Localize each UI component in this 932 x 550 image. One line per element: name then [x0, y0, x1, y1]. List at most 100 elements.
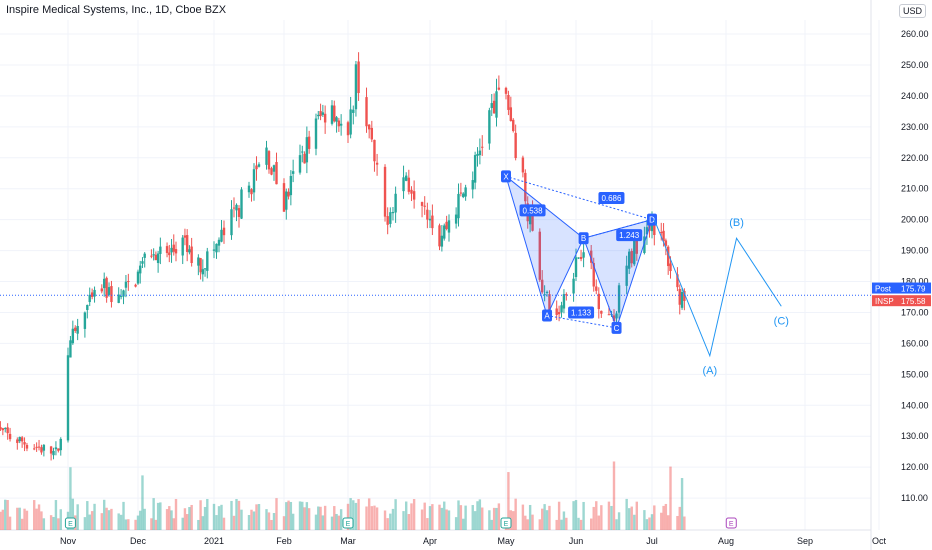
volume-bar	[666, 515, 670, 530]
candle-body	[301, 151, 304, 153]
pattern-point-marker	[611, 321, 622, 334]
candle-body	[445, 221, 448, 229]
candle-body	[69, 340, 72, 358]
candle-body	[590, 250, 593, 263]
candle-body	[653, 222, 656, 236]
candle-body	[528, 211, 532, 225]
volume-bar	[630, 506, 633, 530]
volume-bar	[514, 498, 517, 530]
candle-body	[188, 249, 191, 253]
volume-bar	[319, 506, 322, 530]
candle-body	[394, 193, 397, 213]
volume-bar	[232, 515, 236, 530]
candle-body	[217, 239, 221, 246]
volume-bar	[237, 500, 241, 530]
volume-bar	[20, 518, 24, 530]
candle-body	[333, 105, 336, 122]
candle-body	[645, 227, 649, 235]
volume-bar	[183, 508, 187, 530]
volume-bar	[105, 507, 108, 530]
volume-bar	[404, 501, 408, 530]
candle-body	[488, 110, 491, 144]
volume-bar	[117, 513, 120, 530]
price-tick-label: 120.00	[901, 462, 929, 472]
volume-bar	[203, 506, 207, 530]
candle-body	[447, 220, 451, 233]
earnings-label: E	[504, 521, 509, 528]
candle-body	[252, 169, 256, 193]
volume-bar	[507, 472, 510, 530]
pattern-point-marker	[542, 309, 553, 322]
candle-body	[597, 293, 600, 310]
candle-body	[190, 246, 193, 264]
volume-bar	[267, 512, 271, 530]
candle-body	[678, 288, 681, 305]
candle-body	[497, 87, 501, 90]
candle-body	[521, 157, 525, 173]
candle-body	[270, 168, 273, 175]
candle-body	[386, 216, 389, 225]
volume-bar	[220, 504, 223, 530]
volume-bar	[275, 498, 278, 530]
price-tag-value: 175.58	[901, 297, 926, 306]
candle-body	[168, 252, 171, 256]
candle-body	[154, 254, 158, 261]
volume-bar	[255, 504, 258, 530]
volume-bar	[212, 503, 216, 530]
candle-body	[478, 150, 482, 156]
candle-body	[335, 117, 338, 122]
volume-bar	[52, 516, 55, 530]
candle-body	[183, 235, 187, 238]
volume-bar	[122, 501, 125, 530]
candle-body	[664, 240, 668, 246]
volume-bar	[265, 509, 268, 530]
candle-body	[514, 132, 517, 159]
candle-body	[454, 214, 458, 224]
price-tick-label: 130.00	[901, 431, 929, 441]
candle-body	[6, 427, 9, 434]
volume-bar	[431, 504, 434, 530]
candle-body	[680, 291, 684, 308]
candle-body	[185, 235, 189, 252]
pattern-point-label: B	[581, 234, 586, 243]
volume-bar	[524, 515, 527, 530]
candle-body	[25, 444, 29, 449]
volume-bar	[471, 505, 474, 530]
candle-body	[303, 153, 306, 164]
candle-body	[565, 294, 568, 296]
price-tag-name: Post	[875, 285, 892, 294]
candle-body	[431, 215, 434, 229]
date-tick-label: Feb	[276, 536, 292, 546]
pattern-point-marker	[501, 170, 511, 183]
volume-bar	[33, 500, 36, 530]
volume-bar	[88, 514, 91, 530]
candle-body	[90, 292, 94, 297]
candle-body	[215, 243, 218, 253]
volume-bar	[119, 514, 123, 530]
price-tick-label: 240.00	[901, 91, 929, 101]
candle-body	[407, 177, 411, 192]
volume-bar	[335, 513, 338, 530]
pattern-ratio-box	[568, 306, 595, 319]
currency-badge[interactable]: USD	[898, 4, 926, 18]
volume-bar	[574, 500, 578, 530]
candle-body	[541, 279, 544, 293]
volume-bar	[492, 507, 496, 530]
volume-bar	[545, 510, 549, 530]
volume-bar	[54, 500, 58, 530]
candle-body	[577, 257, 580, 259]
candle-body	[643, 236, 646, 253]
price-tag-value: 175.79	[901, 285, 926, 294]
candle-body	[617, 285, 621, 313]
candle-body	[476, 153, 479, 156]
candle-body	[354, 64, 358, 110]
pattern-ratio-label: 0.686	[601, 194, 622, 203]
volume-bar	[410, 503, 413, 530]
volume-bar	[531, 514, 534, 530]
candle-body	[420, 202, 424, 206]
candle-body	[457, 193, 460, 219]
candle-body	[628, 251, 631, 269]
date-tick-label: Mar	[340, 536, 356, 546]
candle-body	[410, 189, 413, 194]
